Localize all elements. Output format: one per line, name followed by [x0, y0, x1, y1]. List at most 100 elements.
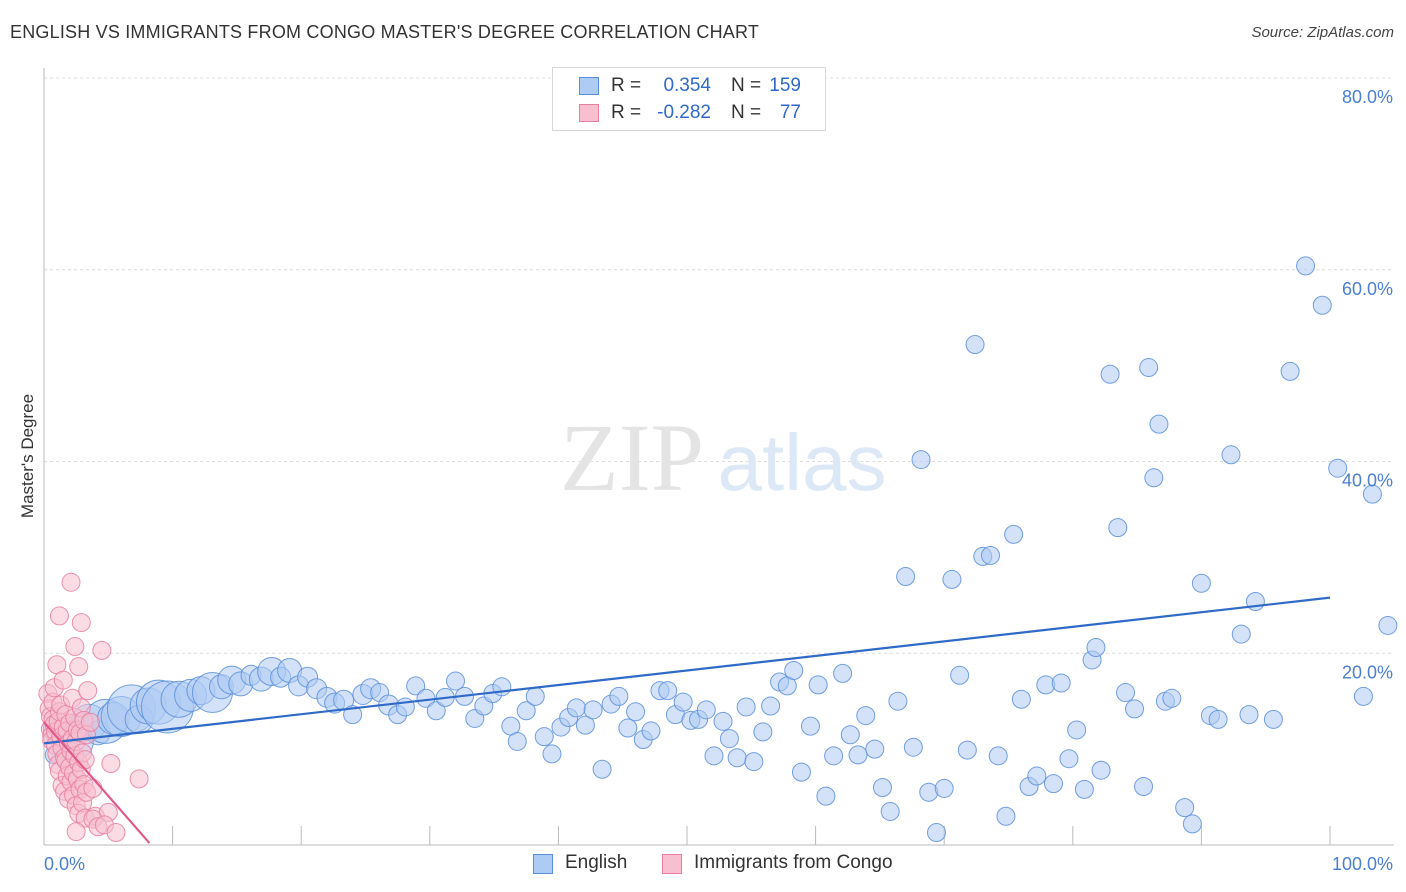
legend-r-label: R =	[611, 102, 642, 123]
legend-n-label: N =	[731, 75, 762, 96]
english-point	[880, 801, 900, 821]
english-point	[696, 700, 716, 720]
grid-lines	[44, 77, 1394, 654]
english-point	[1100, 364, 1120, 384]
watermark-zip: ZIP	[560, 404, 704, 511]
english-point	[1108, 518, 1128, 538]
english-point	[942, 569, 962, 589]
bottom-legend-label-english: English	[565, 852, 628, 873]
trend-lines	[43, 596, 1331, 844]
english-point	[542, 744, 562, 764]
english-point	[957, 740, 977, 760]
english-point	[988, 746, 1008, 766]
english-point	[934, 778, 954, 798]
legend-r-value-congo: -0.282	[657, 102, 711, 123]
english-point	[996, 806, 1016, 826]
congo-point	[78, 681, 98, 701]
english-point	[575, 715, 595, 735]
english-point	[719, 729, 739, 749]
congo-point	[61, 572, 81, 592]
english-point	[816, 786, 836, 806]
congo-point	[92, 640, 112, 660]
source-label: Source: ZipAtlas.com	[1251, 24, 1394, 41]
congo-point	[129, 769, 149, 789]
english-point	[1162, 688, 1182, 708]
y-tick-label: 80.0%	[1342, 87, 1393, 107]
congo-points	[38, 572, 149, 843]
english-point	[808, 675, 828, 695]
english-point	[516, 701, 536, 721]
english-point	[1059, 749, 1079, 769]
english-point	[1231, 624, 1251, 644]
english-point	[618, 718, 638, 738]
english-point	[1362, 484, 1382, 504]
legend-swatch-congo	[579, 104, 599, 122]
english-point	[1116, 683, 1136, 703]
english-point	[1353, 686, 1373, 706]
congo-point	[66, 822, 86, 842]
english-point	[926, 823, 946, 843]
english-trend-line	[43, 596, 1331, 745]
english-point	[1091, 760, 1111, 780]
x-tick-label: 100.0%	[1332, 854, 1393, 874]
bottom-legend-label-congo: Immigrants from Congo	[694, 852, 893, 873]
english-point	[865, 739, 885, 759]
english-point	[965, 335, 985, 355]
english-point	[609, 686, 629, 706]
english-point	[583, 700, 603, 720]
legend-n-value-english: 159	[769, 75, 801, 96]
english-point	[784, 661, 804, 681]
english-point	[406, 676, 426, 696]
english-point	[872, 777, 892, 797]
congo-trend-line	[43, 721, 151, 844]
congo-point	[49, 606, 69, 626]
english-point	[744, 752, 764, 772]
english-point	[800, 716, 820, 736]
english-point	[1280, 361, 1300, 381]
english-point	[1296, 256, 1316, 276]
english-point	[658, 681, 678, 701]
english-point	[903, 737, 923, 757]
chart-title: ENGLISH VS IMMIGRANTS FROM CONGO MASTER'…	[10, 22, 760, 42]
english-point	[888, 691, 908, 711]
english-point	[1328, 458, 1348, 478]
english-point	[1263, 709, 1283, 729]
congo-point	[53, 670, 73, 690]
english-point	[534, 727, 554, 747]
english-point	[1175, 798, 1195, 818]
english-point	[446, 671, 466, 691]
english-point	[1086, 637, 1106, 657]
english-point	[1312, 295, 1332, 315]
y-tick-label: 20.0%	[1342, 662, 1393, 682]
legend-swatch-english	[579, 77, 599, 95]
english-point	[824, 746, 844, 766]
congo-point	[83, 778, 103, 798]
y-tick-label: 60.0%	[1342, 279, 1393, 299]
english-point	[1182, 814, 1202, 834]
english-point	[426, 701, 446, 721]
watermark-atlas: atlas	[718, 418, 887, 507]
legend-n-label: N =	[731, 102, 762, 123]
congo-point	[80, 712, 100, 732]
english-point	[856, 706, 876, 726]
legend-r-value-english: 0.354	[663, 75, 711, 96]
english-point	[848, 745, 868, 765]
english-point	[833, 663, 853, 683]
english-point	[713, 711, 733, 731]
english-point	[507, 731, 527, 751]
english-point	[1011, 689, 1031, 709]
english-points	[42, 256, 1398, 843]
english-point	[1378, 615, 1398, 635]
english-point	[736, 697, 756, 717]
english-point	[896, 567, 916, 587]
legend-r-label: R =	[611, 75, 642, 96]
english-point	[626, 702, 646, 722]
english-point	[1074, 779, 1094, 799]
bottom-legend-swatch-english	[533, 854, 553, 874]
english-point	[840, 725, 860, 745]
english-point	[1051, 673, 1071, 693]
english-point	[641, 721, 661, 741]
congo-point	[106, 823, 126, 843]
english-point	[1208, 709, 1228, 729]
